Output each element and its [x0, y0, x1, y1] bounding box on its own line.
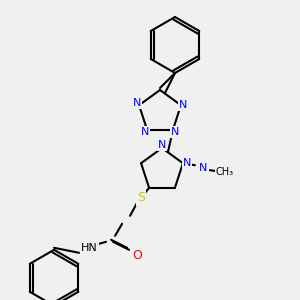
- Text: CH₃: CH₃: [216, 167, 234, 177]
- Text: HN: HN: [81, 243, 98, 253]
- Text: N: N: [171, 127, 179, 137]
- Text: O: O: [132, 249, 142, 262]
- Text: N: N: [141, 127, 149, 137]
- Text: N: N: [183, 158, 191, 168]
- Text: N: N: [133, 98, 141, 108]
- Text: S: S: [137, 191, 145, 204]
- Text: N: N: [199, 163, 207, 173]
- Text: N: N: [158, 140, 166, 150]
- Text: N: N: [179, 100, 187, 110]
